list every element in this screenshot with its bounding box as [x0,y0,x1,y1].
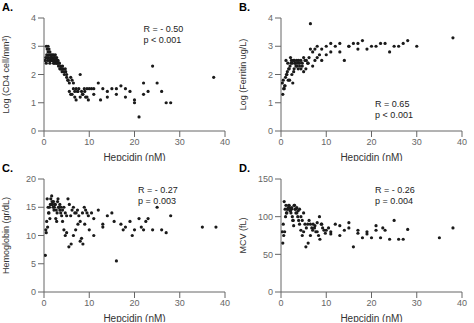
svg-text:0: 0 [268,126,273,136]
html-text:R = - 0.50 p < 0.001: R = - 0.50 p < 0.001 [143,23,184,45]
svg-text:4: 4 [268,13,273,23]
svg-text:Hepcidin (nM): Hepcidin (nM) [340,313,402,322]
svg-text:5: 5 [31,259,36,269]
svg-text:40: 40 [220,137,230,147]
svg-text:10: 10 [321,298,331,308]
svg-text:40: 40 [457,137,466,147]
svg-text:1: 1 [268,98,273,108]
svg-text:50: 50 [263,250,273,260]
svg-text:Hemoglobin (gr/dL): Hemoglobin (gr/dL) [8,197,11,274]
html-text:R = 0.65 p < 0.001: R = 0.65 p < 0.001 [375,99,413,121]
svg-text:10: 10 [321,137,331,147]
svg-text:0: 0 [31,287,36,297]
svg-text:20: 20 [129,298,139,308]
svg-text:20: 20 [366,298,376,308]
svg-text:Hepcidin (nM): Hepcidin (nM) [340,152,402,161]
svg-text:Hepcidin (nM): Hepcidin (nM) [103,313,165,322]
svg-text:3: 3 [268,41,273,51]
svg-text:0: 0 [268,287,273,297]
html-text:R = - 0.26 p = 0.004: R = - 0.26 p = 0.004 [375,184,415,206]
svg-text:20: 20 [129,137,139,147]
svg-text:3: 3 [31,41,36,51]
svg-text:10: 10 [84,298,94,308]
svg-text:Log (CD4 cell/mm³): Log (CD4 cell/mm³) [8,35,11,113]
svg-text:10: 10 [84,137,94,147]
svg-text:1: 1 [31,98,36,108]
svg-text:30: 30 [175,137,185,147]
svg-text:30: 30 [412,137,422,147]
html-text:B.: B. [239,1,250,13]
html-text:R = - 0.27 p = 0.003: R = - 0.27 p = 0.003 [138,184,178,206]
svg-text:2: 2 [31,70,36,80]
svg-text:150: 150 [258,174,273,184]
html-text:D.: D. [239,162,250,174]
svg-text:2: 2 [268,70,273,80]
svg-text:20: 20 [366,137,376,147]
svg-text:Log (Ferritin ug/L): Log (Ferritin ug/L) [238,39,248,111]
svg-text:40: 40 [220,298,230,308]
svg-text:Hepcidin (nM): Hepcidin (nM) [103,152,165,161]
svg-text:4: 4 [31,13,36,23]
svg-text:10: 10 [26,231,36,241]
svg-text:15: 15 [26,202,36,212]
svg-text:30: 30 [412,298,422,308]
svg-text:0: 0 [41,298,46,308]
svg-text:40: 40 [457,298,466,308]
svg-text:30: 30 [175,298,185,308]
html-text:A.: A. [2,1,13,13]
svg-text:100: 100 [258,212,273,222]
svg-text:MCV (fL): MCV (fL) [238,217,248,253]
svg-text:0: 0 [278,137,283,147]
svg-text:0: 0 [41,137,46,147]
html-text:C.: C. [2,162,13,174]
svg-text:0: 0 [31,126,36,136]
svg-text:0: 0 [278,298,283,308]
svg-text:20: 20 [26,174,36,184]
